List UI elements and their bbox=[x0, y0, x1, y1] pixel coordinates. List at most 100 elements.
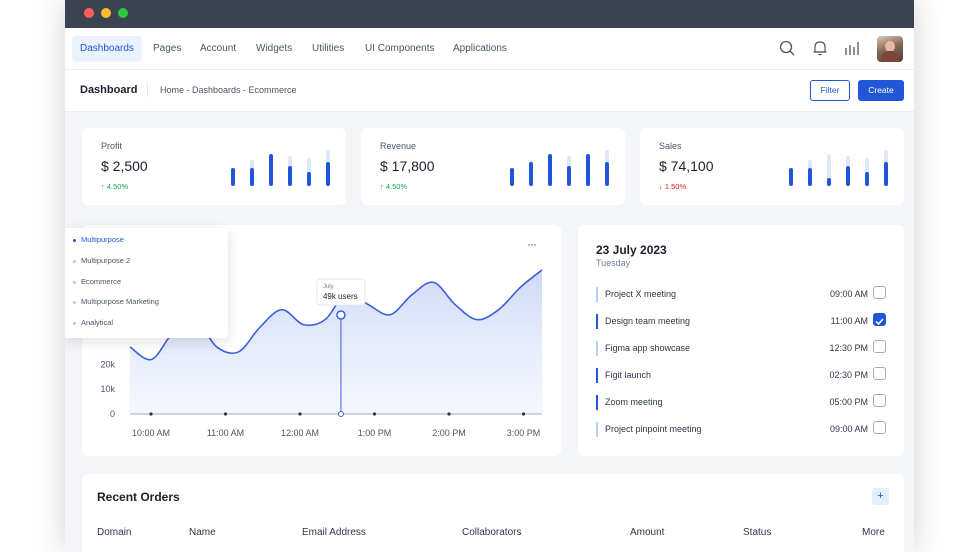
dropdown-item-analytical[interactable]: Analytical bbox=[73, 318, 113, 330]
event-name: Design team meeting bbox=[605, 316, 691, 326]
breadcrumb: Home - Dashboards - Ecommerce bbox=[160, 85, 297, 95]
stat-label: Sales bbox=[659, 141, 682, 151]
stat-bar bbox=[326, 162, 330, 186]
event-row[interactable]: Figma app showcase 12:30 PM bbox=[596, 340, 886, 360]
app-window: Dashboards Pages Account Widgets Utiliti… bbox=[65, 0, 914, 552]
event-time: 02:30 PM bbox=[829, 370, 868, 380]
column-header-name[interactable]: Name bbox=[189, 527, 216, 538]
event-checkbox[interactable] bbox=[873, 394, 886, 407]
page-header: Dashboard Home - Dashboards - Ecommerce … bbox=[65, 70, 914, 112]
x-tick-label: 3:00 PM bbox=[507, 428, 541, 438]
x-tick-label: 10:00 AM bbox=[132, 428, 170, 438]
stat-change: ↑ 4.50% bbox=[101, 182, 129, 191]
stat-bar bbox=[789, 168, 793, 186]
x-tick-dot bbox=[447, 412, 451, 416]
column-header-amount[interactable]: Amount bbox=[630, 527, 665, 538]
column-header-email[interactable]: Email Address bbox=[302, 527, 366, 538]
event-marker bbox=[596, 368, 598, 383]
x-tick-label: 1:00 PM bbox=[358, 428, 392, 438]
top-nav: Dashboards Pages Account Widgets Utiliti… bbox=[65, 28, 914, 70]
nav-item-widgets[interactable]: Widgets bbox=[256, 43, 293, 54]
stat-change: ↑ 4.50% bbox=[380, 182, 408, 191]
y-tick-label: 20k bbox=[100, 359, 115, 369]
check-icon bbox=[875, 318, 884, 326]
x-tick-dot bbox=[298, 412, 302, 416]
tooltip-label: July bbox=[323, 284, 334, 290]
nav-item-account[interactable]: Account bbox=[200, 43, 237, 54]
stat-bar bbox=[865, 172, 869, 186]
arrow-up-icon: ↑ bbox=[380, 182, 384, 191]
stat-bar bbox=[250, 168, 254, 186]
event-row[interactable]: Figit launch 02:30 PM bbox=[596, 367, 886, 387]
add-order-button[interactable]: + bbox=[872, 488, 889, 505]
column-header-domain[interactable]: Domain bbox=[97, 527, 132, 538]
event-checkbox[interactable] bbox=[873, 421, 886, 434]
stat-bar bbox=[548, 154, 552, 186]
event-marker bbox=[596, 314, 598, 329]
area-fill bbox=[130, 269, 542, 414]
event-name: Project pinpoint meeting bbox=[605, 424, 702, 434]
event-checkbox[interactable] bbox=[873, 340, 886, 353]
event-row[interactable]: Design team meeting 11:00 AM bbox=[596, 313, 886, 333]
stat-bar bbox=[288, 166, 292, 186]
event-name: Figma app showcase bbox=[605, 343, 691, 353]
stat-value: $ 74,100 bbox=[659, 158, 714, 174]
column-header-collaborators[interactable]: Collaborators bbox=[462, 527, 522, 538]
stat-bar bbox=[827, 178, 831, 186]
event-row[interactable]: Zoom meeting 05:00 PM bbox=[596, 394, 886, 414]
dropdown-item-multipurpose-marketing[interactable]: Multipurpose Marketing bbox=[73, 297, 159, 309]
dropdown-item-multipurpose[interactable]: Multipurpose bbox=[73, 235, 124, 247]
column-header-status[interactable]: Status bbox=[743, 527, 772, 538]
stat-card-profit: Profit $ 2,500 ↑ 4.50% bbox=[82, 128, 346, 205]
search-icon[interactable] bbox=[777, 38, 797, 58]
stat-bar bbox=[567, 166, 571, 186]
dropdown-item-ecommerce[interactable]: Ecommerce bbox=[73, 277, 121, 289]
stat-bar-track bbox=[827, 154, 831, 186]
nav-item-applications[interactable]: Applications bbox=[453, 43, 507, 54]
x-tick-dot bbox=[372, 412, 377, 416]
stat-bar bbox=[231, 168, 235, 186]
event-marker bbox=[596, 395, 598, 410]
hover-point[interactable] bbox=[336, 310, 346, 320]
event-time: 09:00 AM bbox=[829, 289, 868, 299]
recent-orders-card: Recent Orders + Domain Name Email Addres… bbox=[82, 474, 904, 552]
avatar[interactable] bbox=[877, 36, 903, 62]
create-button[interactable]: Create bbox=[858, 80, 904, 101]
filter-button[interactable]: Filter bbox=[810, 80, 850, 101]
hover-base-point bbox=[337, 411, 344, 417]
close-window-icon[interactable] bbox=[84, 8, 94, 18]
event-marker bbox=[596, 341, 598, 356]
x-tick-dot bbox=[223, 412, 228, 416]
x-tick-dot bbox=[521, 412, 526, 416]
nav-item-dashboards[interactable]: Dashboards bbox=[72, 36, 142, 62]
event-row[interactable]: Project X meeting 09:00 AM bbox=[596, 286, 886, 306]
event-marker bbox=[596, 287, 598, 302]
nav-item-pages[interactable]: Pages bbox=[153, 43, 182, 54]
stat-bar bbox=[605, 162, 609, 186]
more-options-icon[interactable]: ··· bbox=[527, 237, 537, 251]
event-name: Figit launch bbox=[605, 370, 652, 380]
event-time: 09:00 AM bbox=[829, 424, 868, 434]
event-checkbox[interactable] bbox=[873, 286, 886, 299]
column-header-more[interactable]: More bbox=[862, 527, 885, 538]
x-tick-label: 12:00 AM bbox=[281, 428, 319, 438]
analytics-icon[interactable] bbox=[842, 38, 862, 58]
bell-icon[interactable] bbox=[810, 38, 830, 58]
event-marker bbox=[596, 422, 598, 437]
minimize-window-icon[interactable] bbox=[101, 8, 111, 18]
nav-item-utilities[interactable]: Utilities bbox=[312, 43, 345, 54]
nav-item-ui-components[interactable]: UI Components bbox=[365, 43, 435, 54]
maximize-window-icon[interactable] bbox=[118, 8, 128, 18]
calendar-day: Tuesday bbox=[596, 258, 631, 268]
event-checkbox[interactable] bbox=[873, 313, 886, 326]
arrow-down-icon: ↓ bbox=[659, 182, 663, 191]
event-checkbox[interactable] bbox=[873, 367, 886, 380]
page-title: Dashboard bbox=[80, 84, 138, 96]
stat-change: ↓ 1.50% bbox=[659, 182, 687, 191]
recent-orders-title: Recent Orders bbox=[97, 490, 180, 504]
dropdown-item-multipurpose-2[interactable]: Multipurpose 2 bbox=[73, 256, 130, 268]
x-tick-label: 2:00 PM bbox=[432, 428, 466, 438]
stat-value: $ 2,500 bbox=[101, 158, 148, 174]
event-time: 05:00 PM bbox=[829, 397, 868, 407]
event-row[interactable]: Project pinpoint meeting 09:00 AM bbox=[596, 421, 886, 441]
